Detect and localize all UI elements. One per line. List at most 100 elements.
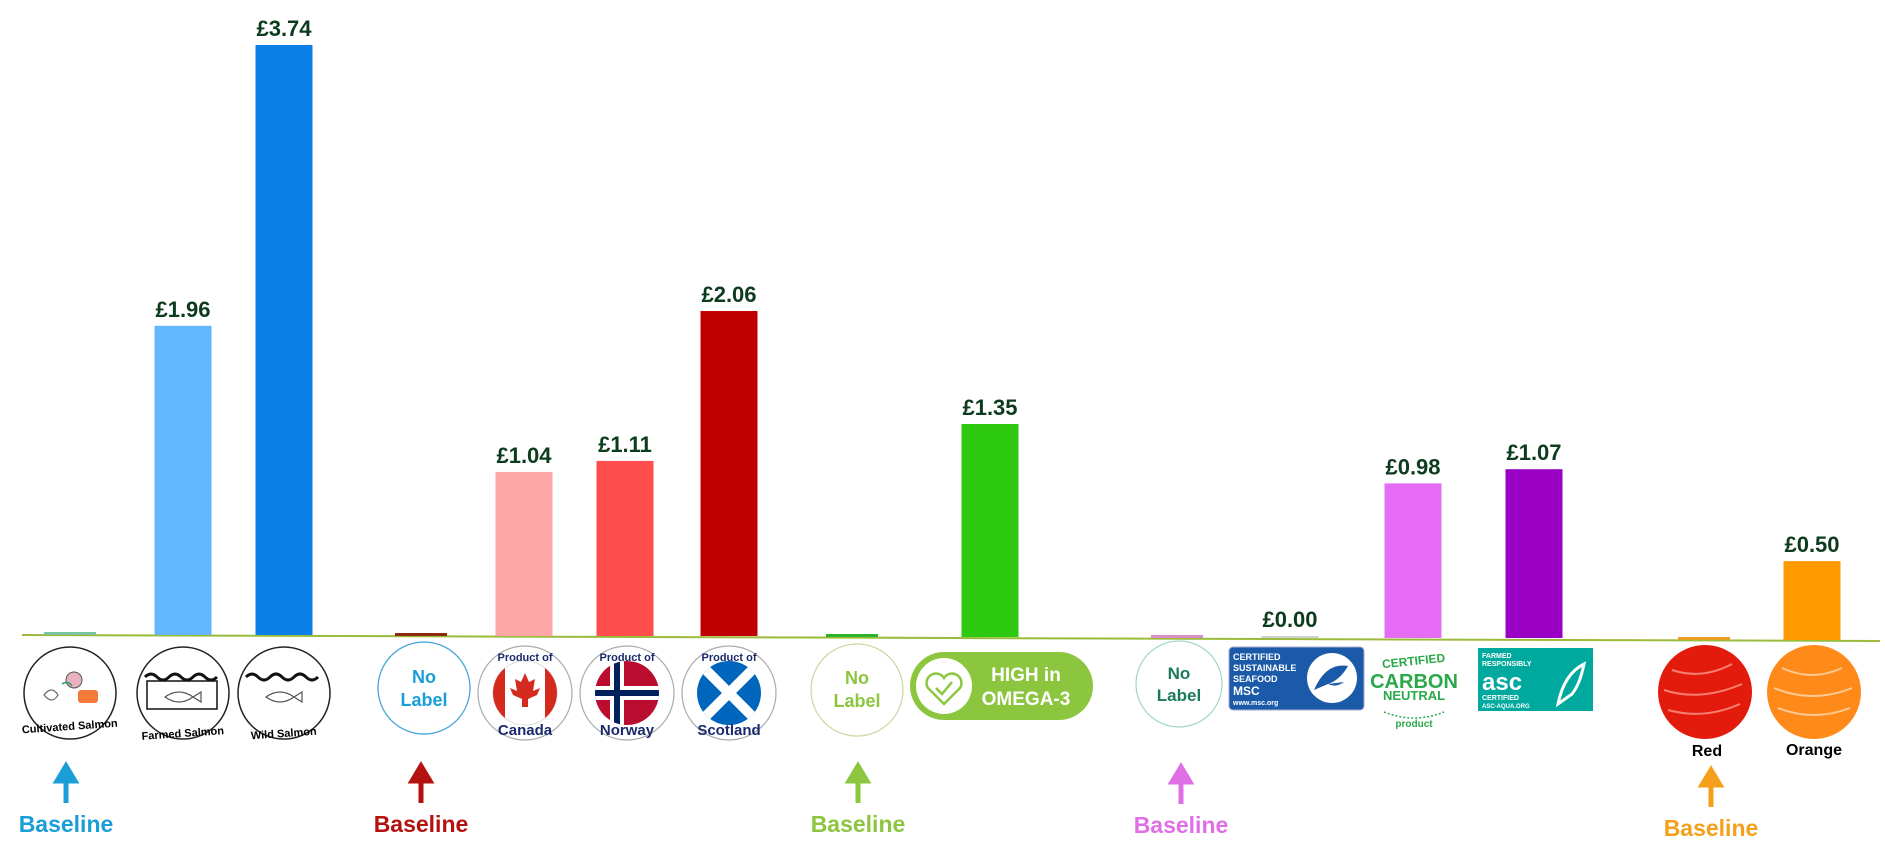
canada-product-of: Product of [498,652,553,664]
no-label-origin-line1: No [412,667,436,687]
x-axis-line [21,634,1881,642]
no-label-health-line1: No [845,668,869,688]
no-label-origin-logo: No Label [377,641,471,735]
no-label-sustainability-line2: Label [1157,686,1201,705]
bar-0-wild-salmon [255,45,313,635]
asc-fish-icon [1555,661,1587,708]
norway-product-of: Product of [600,652,655,664]
carbon-line4: product [1395,719,1433,730]
baseline-label-3: Baseline [1134,812,1229,838]
baseline-label-2: Baseline [811,811,906,837]
bars-layer [44,45,1841,640]
salmon-fillet-icon [43,671,98,703]
wave-icon [143,672,219,682]
no-label-health-line2: Label [833,691,880,711]
omega-line1: HIGH in [991,665,1061,686]
red-caption: Red [1692,743,1722,760]
msc-fish-icon [1314,665,1348,690]
orange-caption: Orange [1786,742,1842,759]
baseline-label-0: Baseline [19,811,114,837]
salmon-texture-icon [1663,663,1743,715]
fish-icon [163,690,202,704]
salmon-texture-icon [1773,667,1853,716]
bar-3-carbon-neutral [1384,483,1442,638]
red-salmon-swatch: Red [1658,645,1752,760]
bar-1-scotland [700,311,758,636]
baseline-label-4: Baseline [1664,815,1759,841]
scotland-product-of: Product of [702,652,757,664]
bar-3-no-label [1151,635,1203,638]
msc-line5: www.msc.org [1232,700,1278,707]
bar-2-high-in-omega-3 [961,424,1019,637]
omega-3-logo: HIGH in OMEGA-3 [910,652,1093,720]
up-arrow-icon [1697,765,1725,807]
msc-line1: CERTIFIED [1233,652,1281,662]
no-label-origin-line2: Label [400,690,447,710]
saltire-icon [697,661,761,725]
value-label-4-orange: £0.50 [1784,532,1839,557]
no-label-health-logo: No Label [810,643,904,737]
up-arrow-icon [1167,762,1195,804]
value-label-3-asc: £1.07 [1506,440,1561,465]
msc-line3: SEAFOOD [1233,674,1278,684]
norway-caption: Norway [600,722,655,739]
carbon-line2: CARBON [1370,671,1458,693]
carbon-line1: CERTIFIED [1381,651,1446,672]
no-label-sustainability-logo: No Label [1135,640,1223,728]
canada-caption: Canada [498,722,553,739]
norway-logo: Product of Norway [579,645,675,741]
no-label-sustainability-line1: No [1168,664,1191,683]
value-label-1-canada: £1.04 [496,443,552,468]
nordic-cross-icon [595,661,659,725]
scotland-logo: Product of Scotland [681,645,777,741]
value-labels-layer: £1.96 £3.74 £1.04 £1.11 £2.06 £1.35 £0.00 £0.98… [155,16,1839,632]
asc-line4: CERTIFIED [1482,695,1519,702]
bar-2-no-label [826,634,878,637]
bar-1-canada [495,471,553,636]
wave-icon [244,672,320,682]
up-arrow-icon [407,761,435,803]
up-arrow-icon [52,761,80,803]
baseline-markers: Baseline Baseline Baseline Baseline Baseline [19,761,1759,841]
bar-0-farmed-salmon [154,325,212,635]
baseline-label-1: Baseline [374,811,469,837]
value-label-2-high-in-omega-3: £1.35 [962,395,1017,420]
bar-1-no-label [395,633,447,636]
asc-logo: FARMED RESPONSIBLY asc CERTIFIED ASC-AQU… [1478,648,1593,711]
bar-3-asc [1505,469,1563,638]
fish-icon [264,690,303,704]
msc-line2: SUSTAINABLE [1233,663,1296,673]
bar-1-norway [596,460,654,636]
asc-line1: FARMED [1482,653,1512,660]
value-label-3-carbon-neutral: £0.98 [1385,454,1440,479]
msc-logo: CERTIFIED SUSTAINABLE SEAFOOD MSC www.ms… [1228,646,1365,711]
bar-4-red [1678,637,1730,640]
value-label-1-scotland: £2.06 [701,282,756,307]
value-label-1-norway: £1.11 [598,432,652,457]
up-arrow-icon [844,761,872,803]
asc-line3: asc [1482,669,1522,696]
bar-3-msc [1261,636,1319,638]
wild-salmon-logo: Wild Salmon [237,646,331,743]
canada-logo: Product of Canada [477,645,573,741]
cultivated-salmon-logo: Cultivated Salmon [22,646,118,740]
scotland-caption: Scotland [697,722,760,739]
value-label-3-msc: £0.00 [1262,607,1317,632]
bar-4-orange [1783,561,1841,640]
value-label-0-farmed-salmon: £1.96 [155,297,210,322]
orange-salmon-swatch: Orange [1767,645,1861,759]
asc-line5: ASC-AQUA.ORG [1482,704,1530,710]
maple-leaf-icon [510,673,540,707]
omega-line2: OMEGA-3 [982,689,1071,710]
farmed-salmon-logo: Farmed Salmon [136,646,230,743]
farmed-caption: Farmed Salmon [141,725,224,743]
msc-line4: MSC [1233,684,1260,698]
wild-caption: Wild Salmon [250,726,317,743]
asc-line2: RESPONSIBLY [1482,661,1532,668]
value-label-0-wild-salmon: £3.74 [256,16,312,41]
bar-0-cultivated-salmon [44,632,96,635]
carbon-neutral-logo: CERTIFIED CARBON NEUTRAL product [1370,651,1458,730]
carbon-line3: NEUTRAL [1383,688,1445,703]
heart-check-icon [925,672,963,706]
